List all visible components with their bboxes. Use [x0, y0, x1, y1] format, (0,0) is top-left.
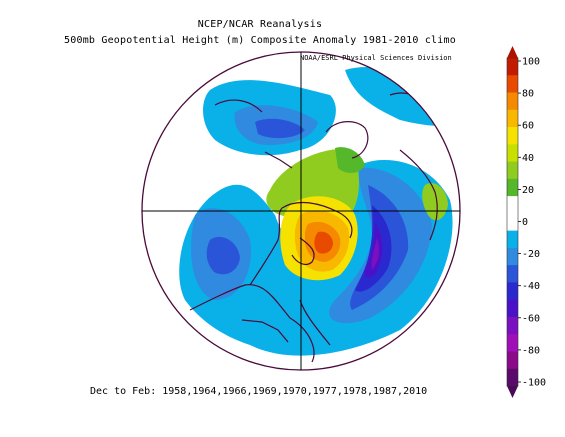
colorbar-label: 80: [522, 89, 534, 100]
colorbar-swatch: [507, 213, 518, 232]
chart-title: NCEP/NCAR Reanalysis: [197, 19, 323, 30]
colorbar-label: 100: [522, 57, 540, 68]
colorbar-swatch: [507, 368, 518, 387]
colorbar-label: -80: [522, 345, 540, 356]
colorbar-swatch: [507, 334, 518, 352]
colorbar-swatch: [507, 247, 518, 266]
colorbar-swatch: [507, 58, 518, 76]
colorbar-label: -100: [522, 378, 546, 389]
colorbar-swatch: [507, 299, 518, 318]
colorbar-label: 20: [522, 185, 534, 196]
colorbar-label: 60: [522, 121, 534, 132]
colorbar-swatch: [507, 351, 518, 370]
colorbar-swatch: [507, 178, 518, 197]
chart-subtitle: 500mb Geopotential Height (m) Composite …: [64, 35, 456, 46]
colorbar-swatch: [507, 92, 518, 111]
colorbar-swatch: [507, 230, 518, 249]
colorbar-label: 0: [522, 217, 528, 228]
colorbar-top-arrow: [507, 46, 518, 58]
colorbar-label: 40: [522, 153, 534, 164]
colorbar-swatch: [507, 75, 518, 94]
colorbar-bottom-arrow: [507, 386, 518, 398]
colorbar-swatch: [507, 144, 518, 163]
date-footer: Dec to Feb: 1958,1964,1966,1969,1970,197…: [90, 386, 428, 397]
colorbar-swatch: [507, 265, 518, 283]
colorbar-swatch: [507, 316, 518, 335]
colorbar-swatch: [507, 161, 518, 180]
anomaly-positive-regions: [266, 147, 448, 281]
colorbar-swatch: [507, 109, 518, 128]
credit-label: NOAA/ESRL Physical Sciences Division: [300, 54, 452, 62]
coastlines: [189, 92, 441, 363]
colorbar-swatch: [507, 127, 518, 145]
colorbar-label: -20: [522, 249, 540, 260]
colorbar-label: -60: [522, 313, 540, 324]
colorbar-swatch: [507, 196, 518, 214]
colorbar-label: -40: [522, 281, 540, 292]
colorbar-swatch: [507, 282, 518, 301]
